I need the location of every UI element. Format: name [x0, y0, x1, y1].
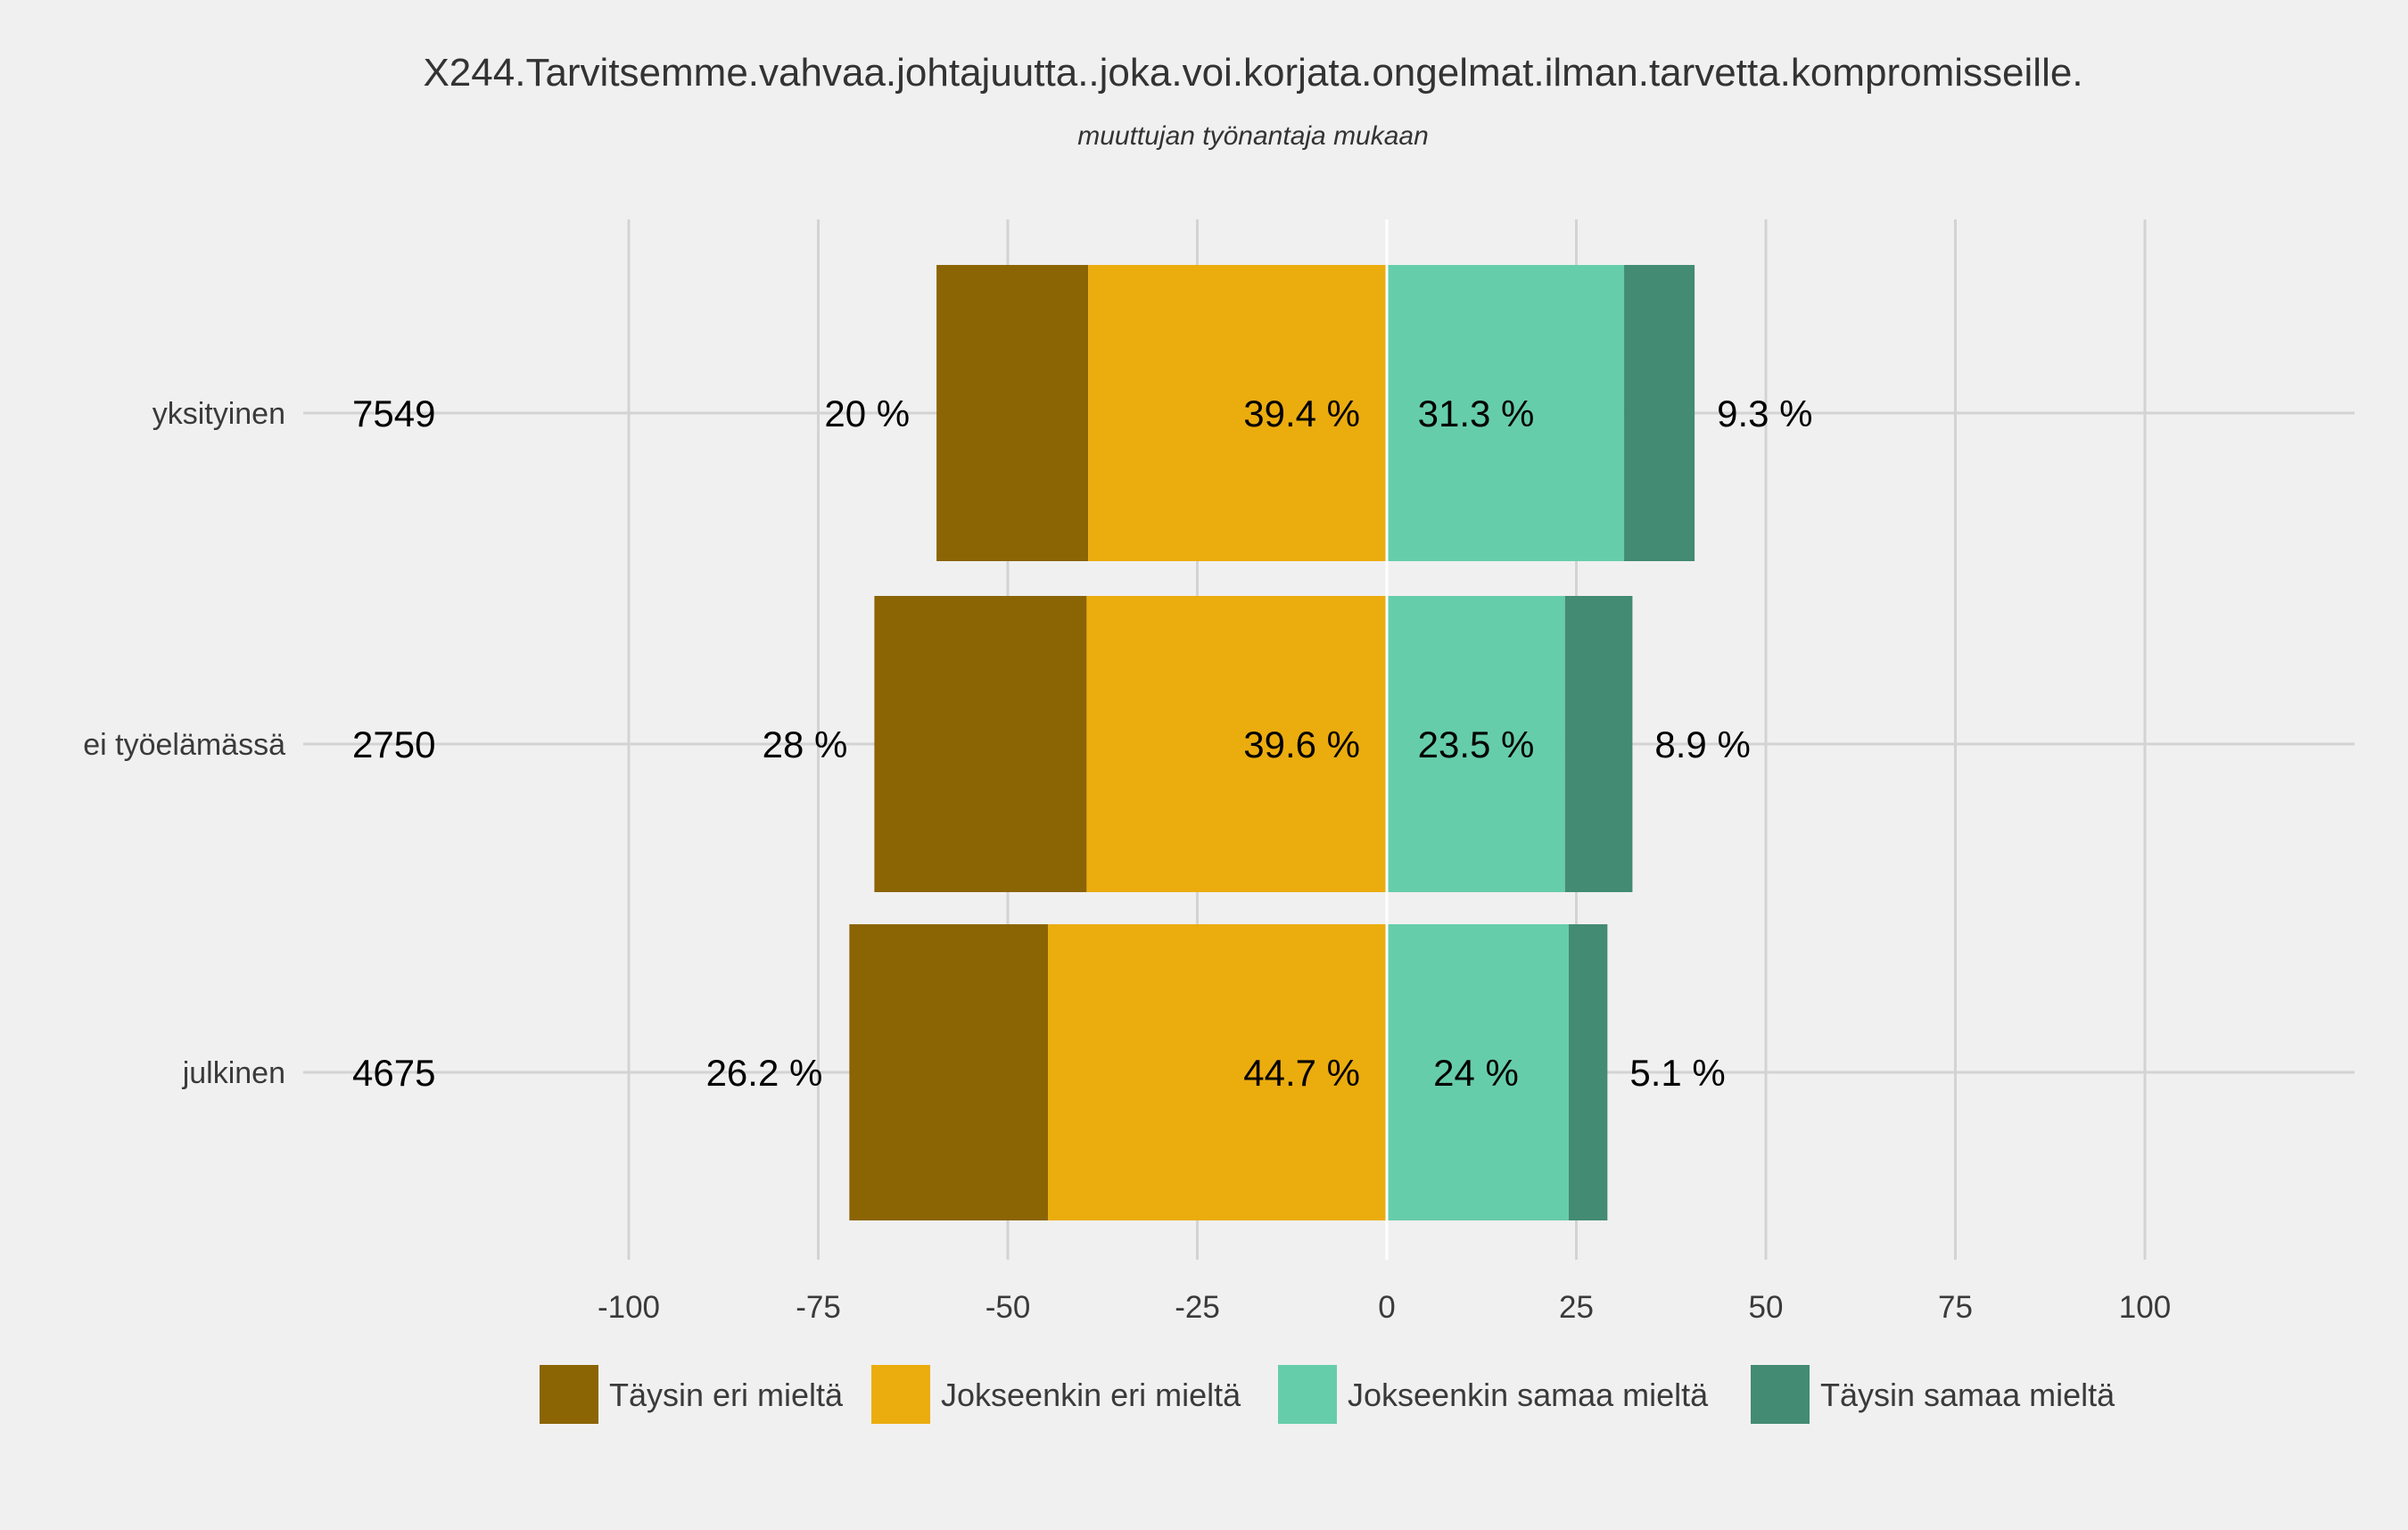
x-tick-label: 50: [1749, 1290, 1784, 1325]
bars: [849, 219, 1695, 1260]
data-label: 8.9 %: [1654, 724, 1750, 765]
legend-key: [871, 1365, 930, 1424]
x-tick-label: 25: [1559, 1290, 1594, 1325]
data-label: 5.1 %: [1629, 1052, 1725, 1094]
chart-title: X244.Tarvitsemme.vahvaa.johtajuutta..jok…: [423, 51, 2082, 95]
data-label: 9.3 %: [1717, 393, 1812, 434]
category-label: julkinen: [182, 1056, 285, 1090]
legend-key: [1751, 1365, 1810, 1424]
x-tick-label: 75: [1938, 1290, 1973, 1325]
count-label: 7549: [352, 393, 435, 434]
count-label: 2750: [352, 724, 435, 765]
x-tick-label: -50: [985, 1290, 1031, 1325]
bar-segment: [849, 924, 1049, 1220]
data-label: 24 %: [1433, 1052, 1519, 1094]
category-label: yksityinen: [153, 397, 285, 431]
data-label: 39.6 %: [1243, 724, 1360, 765]
chart-subtitle: muuttujan työnantaja mukaan: [1077, 121, 1429, 151]
x-tick-label: -25: [1175, 1290, 1220, 1325]
legend-key: [1278, 1365, 1337, 1424]
bar-segment: [1086, 596, 1387, 892]
bar-segment: [1387, 265, 1625, 561]
legend: Täysin eri mieltä Jokseenkin eri mieltä Jo…: [540, 1365, 2115, 1424]
bar-segment: [1088, 265, 1387, 561]
x-tick-label: 100: [2119, 1290, 2171, 1325]
data-label: 23.5 %: [1418, 724, 1535, 765]
legend-label: Jokseenkin samaa mieltä: [1348, 1377, 1709, 1413]
data-label: 31.3 %: [1418, 393, 1535, 434]
x-axis: -100 -75 -50 -25 0 25 50 75 100: [598, 1290, 2171, 1325]
x-tick-label: 0: [1378, 1290, 1395, 1325]
x-tick-label: -75: [796, 1290, 841, 1325]
data-label: 39.4 %: [1243, 393, 1360, 434]
data-label: 44.7 %: [1243, 1052, 1360, 1094]
data-label: 26.2 %: [706, 1052, 823, 1094]
bar-segment: [1048, 924, 1387, 1220]
bar-segment: [1387, 596, 1565, 892]
legend-key: [540, 1365, 598, 1424]
count-label: 4675: [352, 1052, 435, 1094]
bar-segment: [1624, 265, 1695, 561]
legend-label: Täysin eri mieltä: [609, 1377, 844, 1413]
bar-segment: [936, 265, 1089, 561]
data-label: 28 %: [763, 724, 848, 765]
bar-segment: [1569, 924, 1608, 1220]
data-labels: 20 % 39.4 % 31.3 % 9.3 % 7549 yksityinen 28 % 3…: [83, 393, 1812, 1094]
bar-segment: [874, 596, 1087, 892]
legend-label: Täysin samaa mieltä: [1820, 1377, 2115, 1413]
data-label: 20 %: [824, 393, 910, 434]
bar-segment: [1387, 924, 1569, 1220]
bar-segment: [1564, 596, 1633, 892]
category-label: ei työelämässä: [83, 728, 285, 762]
legend-label: Jokseenkin eri mieltä: [941, 1377, 1241, 1413]
x-tick-label: -100: [598, 1290, 660, 1325]
